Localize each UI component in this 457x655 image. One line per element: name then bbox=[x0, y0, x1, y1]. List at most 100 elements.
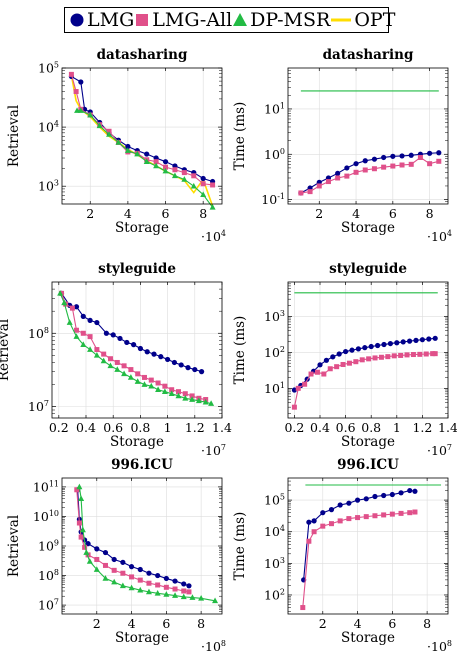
data-point-lmg bbox=[335, 170, 341, 176]
data-point-lmg bbox=[73, 304, 80, 310]
data-point-dp-msr bbox=[153, 162, 160, 169]
data-point-lmg-all bbox=[94, 556, 100, 562]
x-tick-label: 0.2 bbox=[284, 420, 304, 435]
data-point-lmg-all bbox=[111, 567, 117, 573]
data-point-lmg-all bbox=[114, 359, 120, 365]
y-tick-label: 1010 bbox=[33, 509, 59, 524]
data-point-lmg-all bbox=[163, 164, 169, 170]
data-point-lmg-all bbox=[129, 574, 135, 580]
x-tick-label: 0.6 bbox=[103, 420, 123, 435]
data-point-lmg-all bbox=[327, 366, 333, 372]
data-point-lmg bbox=[330, 354, 336, 360]
data-point-lmg bbox=[111, 556, 117, 563]
data-point-lmg-all bbox=[372, 355, 378, 361]
data-point-lmg bbox=[110, 332, 116, 338]
data-point-lmg bbox=[408, 152, 414, 158]
series-lmg-all bbox=[74, 487, 192, 595]
data-point-lmg-all bbox=[73, 327, 79, 333]
x-tick-label: 8 bbox=[197, 616, 205, 631]
series-line-lmg-all bbox=[302, 511, 416, 608]
series-opt bbox=[70, 75, 214, 207]
data-point-lmg-all bbox=[353, 359, 359, 365]
data-point-lmg bbox=[163, 575, 169, 582]
data-point-lmg-all bbox=[155, 582, 161, 588]
data-point-lmg-all bbox=[407, 510, 413, 516]
data-point-dp-msr bbox=[198, 594, 205, 601]
data-point-lmg bbox=[94, 546, 100, 552]
data-point-lmg-all bbox=[80, 330, 86, 336]
data-point-dp-msr bbox=[80, 341, 87, 347]
data-point-lmg bbox=[394, 340, 400, 346]
data-point-lmg-all bbox=[148, 377, 154, 383]
data-point-lmg-all bbox=[391, 353, 397, 359]
data-point-lmg bbox=[400, 339, 406, 345]
y-tick-label: 107 bbox=[38, 598, 59, 613]
x-tick-label: 6 bbox=[389, 206, 397, 221]
data-point-lmg bbox=[137, 345, 143, 352]
x-tick-label: 0.8 bbox=[130, 420, 150, 435]
y-axis-label: Time (ms) bbox=[232, 512, 248, 581]
legend-item-lmg-all: LMG-All bbox=[134, 10, 232, 30]
data-point-lmg bbox=[162, 159, 169, 165]
data-point-lmg-all bbox=[381, 164, 387, 170]
data-point-lmg-all bbox=[68, 71, 74, 77]
series-line-dp-msr bbox=[59, 293, 212, 405]
data-point-lmg bbox=[343, 348, 349, 355]
chart-icu-time: 2 4 6 8 102 103 104 105 996.ICU Storage ·108 Time (… bbox=[232, 457, 452, 654]
data-point-lmg bbox=[87, 317, 93, 323]
data-point-lmg-all bbox=[153, 159, 159, 165]
data-point-lmg-all bbox=[135, 371, 141, 377]
plot-frame bbox=[287, 67, 449, 205]
data-point-lmg-all bbox=[87, 334, 93, 340]
data-point-dp-msr bbox=[161, 388, 168, 394]
data-point-lmg-all bbox=[182, 391, 188, 397]
data-point-lmg bbox=[181, 581, 187, 587]
x-tick-label: 0.4 bbox=[76, 420, 96, 435]
data-point-lmg bbox=[349, 347, 355, 353]
y-tick-label: 103 bbox=[264, 309, 285, 324]
data-point-dp-msr bbox=[190, 182, 197, 189]
data-point-lmg-all bbox=[325, 179, 331, 185]
x-tick-label: 4 bbox=[352, 206, 360, 221]
data-point-lmg-all bbox=[82, 544, 88, 550]
data-point-lmg-all bbox=[306, 538, 312, 544]
data-point-lmg bbox=[78, 79, 84, 85]
data-point-dp-msr bbox=[195, 397, 202, 404]
data-point-lmg bbox=[128, 564, 135, 570]
data-point-lmg-all bbox=[385, 354, 391, 360]
y-tick-label: 100 bbox=[264, 147, 285, 162]
series-line-lmg-all bbox=[293, 353, 436, 408]
data-point-lmg bbox=[120, 559, 126, 565]
legend-item-dp-msr: DP-MSR bbox=[232, 8, 331, 31]
data-point-dp-msr bbox=[73, 333, 80, 339]
data-point-lmg bbox=[389, 491, 395, 498]
data-point-lmg-all bbox=[408, 161, 414, 167]
data-point-dp-msr bbox=[162, 167, 169, 174]
data-point-dp-msr bbox=[143, 158, 150, 164]
data-point-lmg-all bbox=[102, 562, 108, 568]
data-point-dp-msr bbox=[74, 107, 81, 113]
data-point-lmg bbox=[131, 342, 137, 348]
data-point-lmg-all bbox=[432, 351, 438, 357]
data-point-lmg bbox=[124, 339, 130, 346]
data-point-dp-msr bbox=[212, 597, 219, 604]
data-point-lmg-all bbox=[334, 364, 340, 370]
data-point-lmg bbox=[419, 337, 425, 343]
y-tick-label: 102 bbox=[264, 587, 285, 602]
data-point-lmg bbox=[171, 359, 177, 366]
data-point-lmg-all bbox=[175, 389, 181, 395]
data-point-lmg bbox=[80, 313, 86, 319]
x-tick-label: 8 bbox=[199, 206, 207, 221]
y-tick-label: 108 bbox=[28, 326, 49, 341]
data-point-lmg bbox=[178, 362, 184, 368]
y-tick-label: 101 bbox=[264, 381, 285, 396]
legend-label: DP-MSR bbox=[250, 8, 331, 31]
series-lmg bbox=[75, 487, 192, 589]
legend-marker-square bbox=[136, 14, 149, 26]
data-point-dp-msr bbox=[148, 382, 155, 389]
data-point-lmg bbox=[413, 337, 419, 343]
data-point-lmg bbox=[328, 507, 335, 513]
data-point-lmg-all bbox=[210, 182, 216, 188]
data-point-lmg-all bbox=[78, 534, 84, 540]
